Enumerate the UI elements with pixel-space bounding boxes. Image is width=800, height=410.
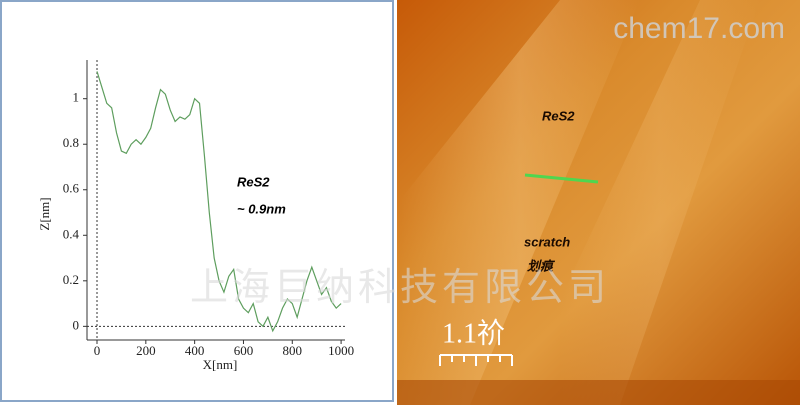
profile-line — [96, 71, 342, 333]
x-axis-label: X[nm] — [203, 357, 238, 372]
y-tick-label: 0 — [73, 317, 80, 332]
profile-line — [524, 173, 599, 184]
image-label: scratch — [524, 234, 570, 249]
terrace — [560, 0, 760, 405]
image-label: ReS2 — [542, 108, 575, 123]
x-tick-label: 800 — [283, 343, 303, 358]
y-tick-label: 1 — [73, 90, 80, 105]
plot-window — [0, 0, 394, 402]
y-tick-label: 0.8 — [63, 135, 79, 150]
afm-edge — [397, 380, 800, 405]
terrace — [400, 0, 640, 405]
y-tick-label: 0.2 — [63, 272, 79, 287]
annotation: ReS2 — [237, 174, 270, 189]
watermark: 上海巨纳科技有限公司 — [190, 267, 610, 309]
x-tick-label: 1000 — [328, 343, 354, 358]
y-axis-label: Z[nm] — [37, 197, 52, 230]
watermark: chem17.com — [613, 12, 785, 45]
profile-plot: ReS2 ~ 0.9nm X[nm] Z[nm] 00.20.40.60.810… — [37, 60, 354, 372]
y-tick-label: 0.6 — [63, 181, 80, 196]
scale-bar-label: 1.1祄 — [442, 317, 505, 349]
annotation: ~ 0.9nm — [237, 201, 286, 216]
x-tick-label: 200 — [136, 343, 156, 358]
x-tick-label: 0 — [94, 343, 101, 358]
y-tick-label: 0.4 — [63, 226, 80, 241]
x-tick-label: 400 — [185, 343, 205, 358]
x-tick-label: 600 — [234, 343, 254, 358]
scale-bar — [439, 354, 513, 366]
image-label: 划痕 — [527, 258, 556, 273]
